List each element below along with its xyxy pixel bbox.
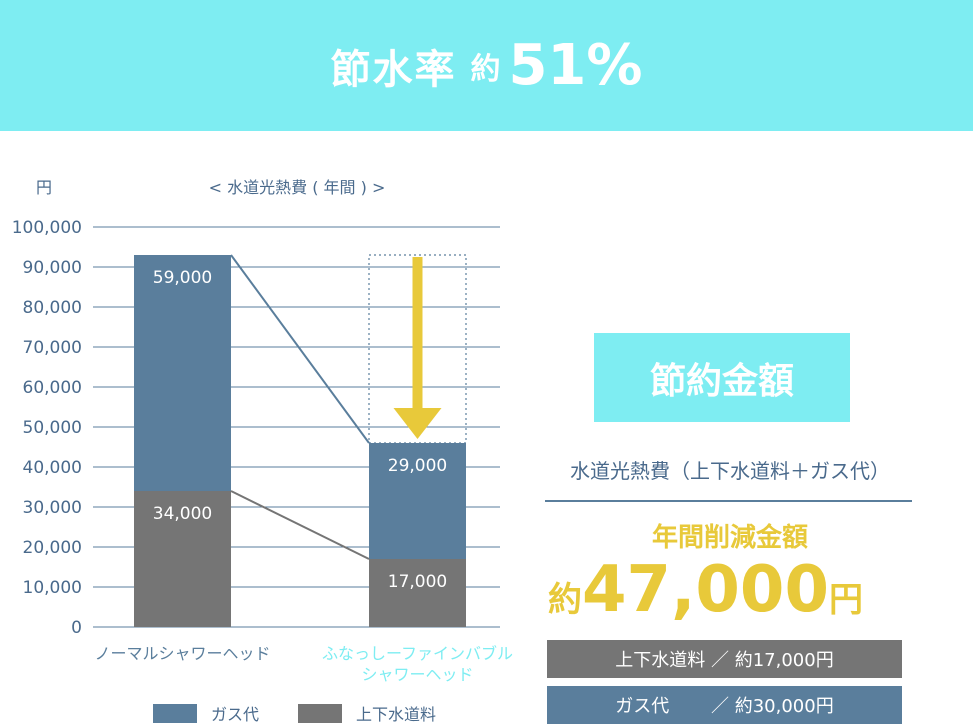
reduction-arrow-head [393,408,442,439]
y-tick-label: 100,000 [12,218,82,238]
chart-title: < 水道光熱費 ( 年間 ) > [209,178,386,197]
y-tick-label: 40,000 [23,458,82,478]
banner-label: 節水率 [330,46,457,93]
data-label-gas: 59,000 [153,268,212,288]
legend-swatch [153,704,197,723]
amount-number: 47,000 [582,553,829,627]
bar-segment-gas [369,443,466,559]
y-axis-unit: 円 [36,178,52,197]
y-tick-label: 60,000 [23,378,82,398]
y-tick-label: 50,000 [23,418,82,438]
annual-savings-label: 年間削減金額 [651,523,808,553]
divider-line [545,500,912,502]
data-label-water: 17,000 [388,572,447,592]
connector-line-water [230,490,370,560]
y-tick-label: 80,000 [23,298,82,318]
x-category-label: ふなっしーファインバブル [322,644,513,663]
x-category-label: シャワーヘッド [361,665,473,684]
savings-rate-banner: 節水率 約 51% [0,0,973,131]
amount-suffix: 円 [828,580,863,620]
bar-segment-water [369,559,466,627]
water-savings-detail: 上下水道料 ／ 約17,000円 [547,640,902,678]
banner-value: 51% [508,33,643,98]
savings-title: 節約金額 [594,333,850,422]
legend-label: ガス代 [211,705,259,724]
amount-prefix: 約 [548,580,582,620]
cost-label: 水道光熱費（上下水道料＋ガス代） [570,459,890,483]
reduction-arrow-shaft [412,257,423,409]
annual-savings-amount: 約47,000円 [548,553,918,627]
data-label-gas: 29,000 [388,456,447,476]
connector-line-total [230,254,370,444]
y-tick-label: 30,000 [23,498,82,518]
x-category-label: ノーマルシャワーヘッド [94,644,270,663]
bar-segment-gas [134,255,231,491]
y-tick-label: 20,000 [23,538,82,558]
data-label-water: 34,000 [153,504,212,524]
gas-savings-detail: ガス代 ／ 約30,000円 [547,686,902,724]
legend-label: 上下水道料 [356,705,436,724]
bar-segment-water [134,491,231,627]
y-tick-label: 10,000 [23,578,82,598]
y-tick-label: 70,000 [23,338,82,358]
banner-prefix: 約 [470,51,501,87]
reduction-outline [368,254,467,444]
cost-chart: 円 < 水道光熱費 ( 年間 ) > 0 10,000 20,000 30,000 40,0… [12,178,513,724]
y-tick-label: 90,000 [23,258,82,278]
y-tick-label: 0 [71,618,82,638]
legend-swatch [298,704,342,723]
